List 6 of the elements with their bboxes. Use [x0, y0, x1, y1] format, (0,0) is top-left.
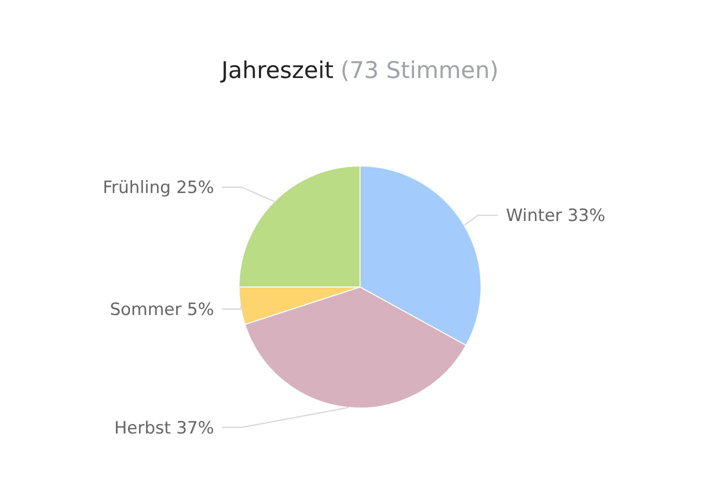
- slice-label: Frühling 25%: [102, 178, 214, 198]
- slice-label: Herbst 37%: [114, 418, 214, 438]
- slice-label: Sommer 5%: [110, 300, 214, 320]
- slice-label: Winter 33%: [506, 206, 606, 226]
- chart-title: Jahreszeit: [219, 58, 334, 84]
- chart-subtitle: (73 Stimmen): [340, 58, 499, 84]
